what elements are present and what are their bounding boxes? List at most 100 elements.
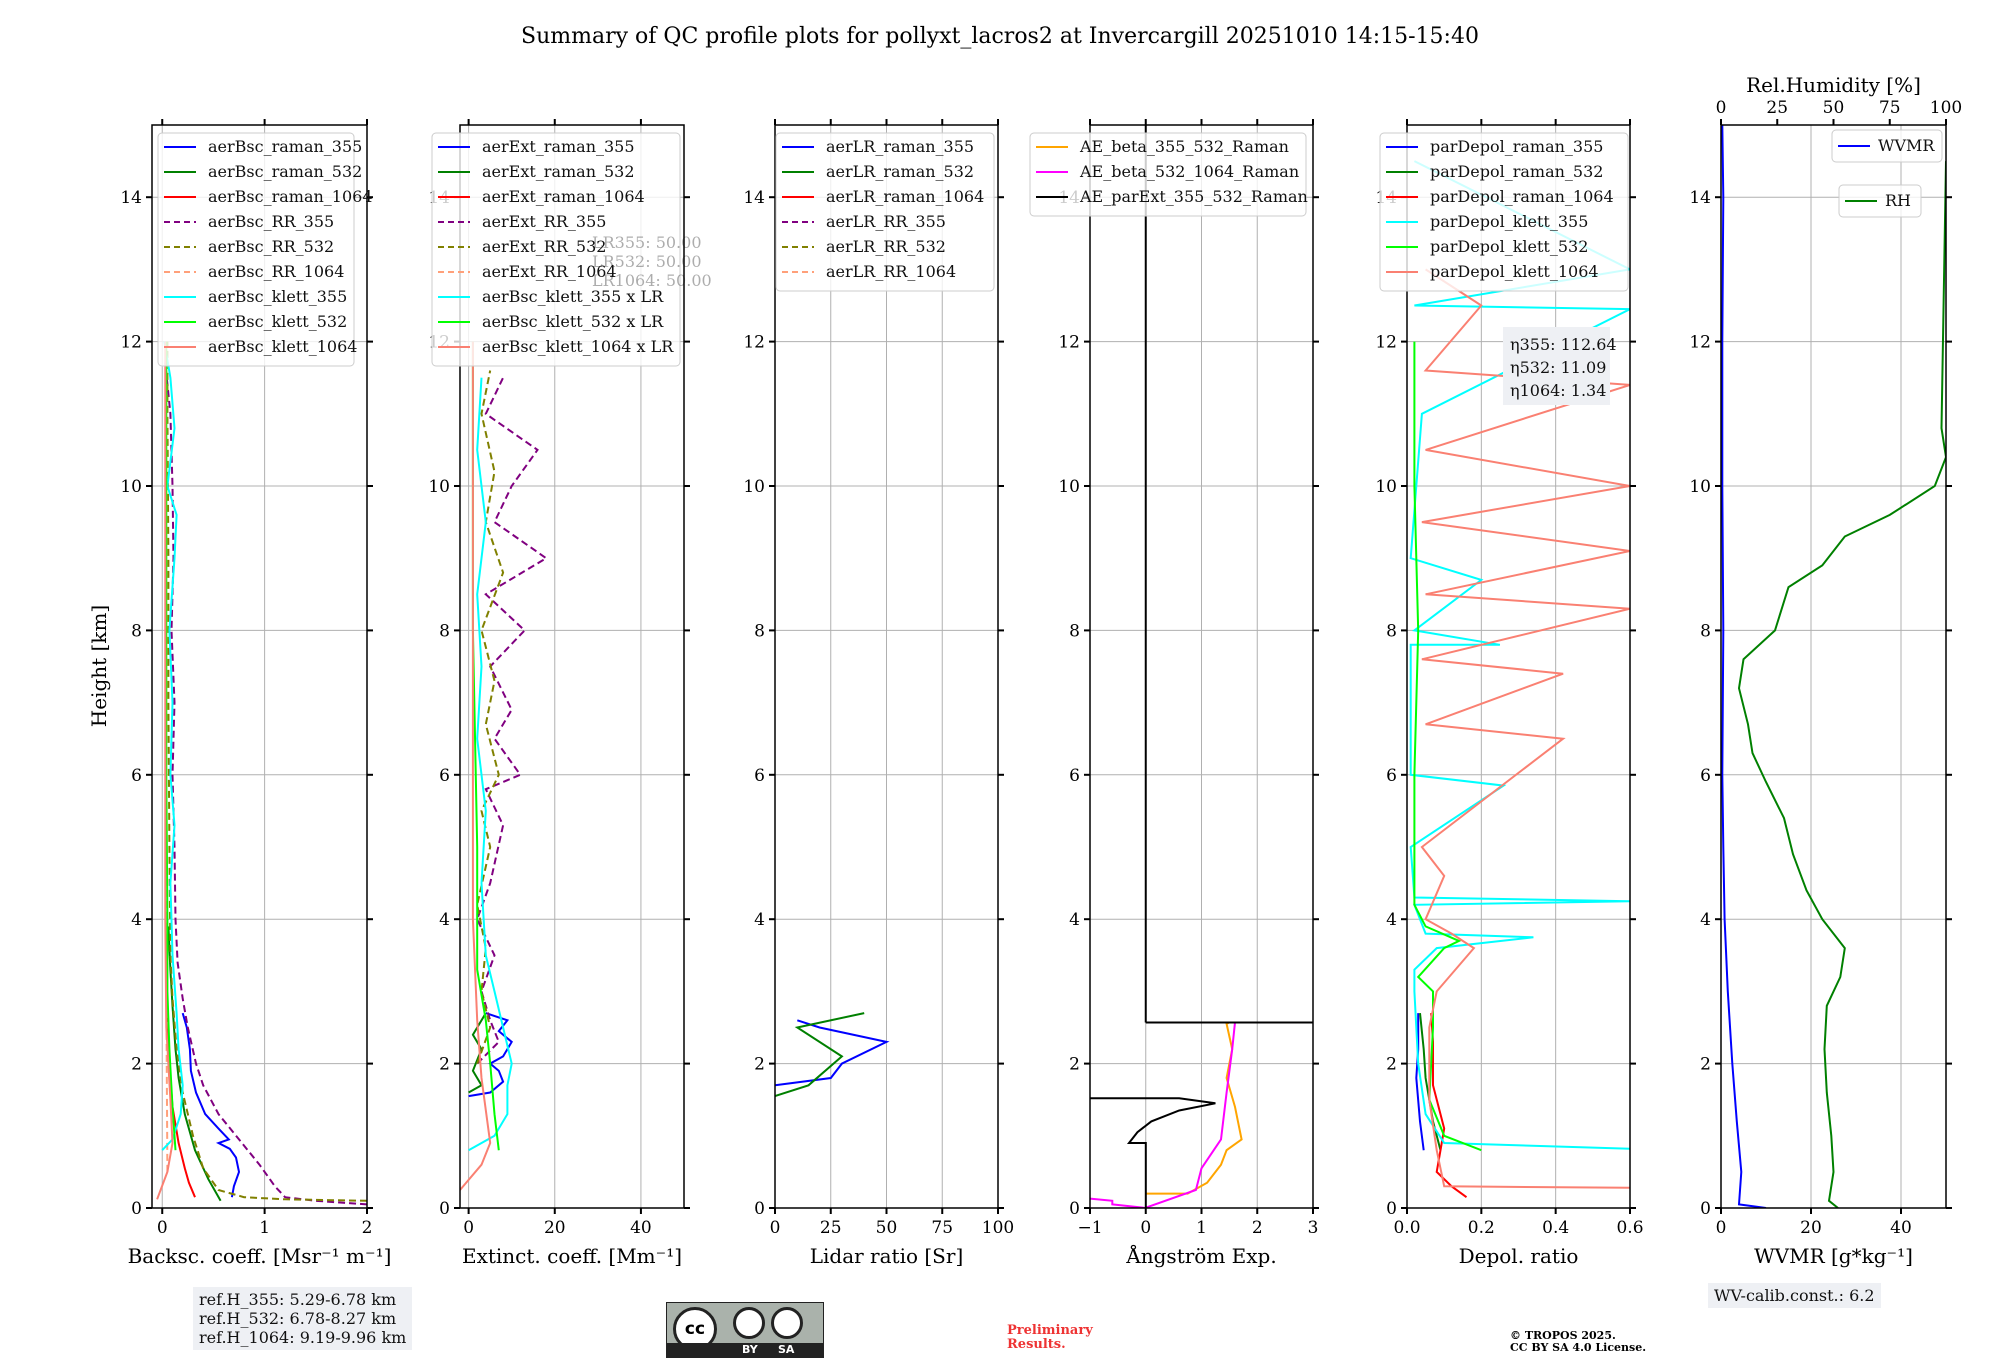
legend-box (1838, 184, 1922, 218)
legend-label: aerBsc_raman_355 (208, 137, 362, 156)
legend-label: parDepol_klett_355 (1430, 212, 1588, 231)
lr-info-line: LR355: 50.00 (592, 233, 702, 252)
legend-box (157, 132, 355, 367)
legend-label: parDepol_raman_532 (1430, 162, 1603, 181)
x-tick-label-top: 50 (1823, 98, 1845, 118)
series-line (1409, 160, 1630, 1150)
x-axis-label: Ångström Exp. (1125, 1243, 1276, 1268)
y-tick-label: 6 (1069, 766, 1080, 786)
series-line (166, 341, 367, 1202)
x-axis-label: Depol. ratio (1459, 1244, 1579, 1268)
panel-depolarization: 0.00.20.40.602468101214Depol. ratioparDe… (1375, 119, 1644, 1268)
y-tick-label: 8 (439, 621, 450, 641)
y-tick-label: 0 (131, 1199, 142, 1219)
series-line (1415, 1013, 1425, 1151)
legend-box (431, 132, 681, 367)
y-tick-label: 6 (439, 766, 450, 786)
axes-frame (1720, 124, 1947, 1209)
x-tick-label: 0 (1716, 1218, 1727, 1238)
y-tick-label: 10 (428, 477, 450, 497)
panel-water_vapor: 0 20 40 0 25 50 75 100 Rel.Humidity [%] 0 2 4 6 8 10 12… (1689, 73, 1962, 1268)
plot-area (460, 341, 549, 1191)
x-tick-label-top: 25 (1766, 98, 1788, 118)
x-tick-label: 2 (362, 1218, 373, 1238)
legend-label: RH (1885, 191, 1911, 210)
x-tick-label: 0 (157, 1218, 168, 1238)
series-line (1090, 1022, 1236, 1208)
share-alike-icon (771, 1307, 803, 1339)
y-tick-label: 12 (1689, 333, 1711, 353)
y-tick-label: 10 (1689, 477, 1711, 497)
x-tick-label: −1 (1077, 1218, 1102, 1238)
y-tick-label: 0 (439, 1199, 450, 1219)
y-tick-label: 2 (1386, 1055, 1397, 1075)
series-line (164, 363, 367, 1206)
x-tick-label: 100 (982, 1218, 1014, 1238)
y-tick-label: 4 (131, 910, 142, 930)
series-line (476, 377, 549, 1065)
legend-label: WVMR (1878, 136, 1935, 155)
axes-frame (1406, 124, 1631, 1209)
legend-box (775, 132, 995, 292)
x-tick-label: 40 (1890, 1218, 1912, 1238)
reference-height-box: ref.H_355: 5.29-6.78 km ref.H_532: 6.78-… (193, 1287, 413, 1350)
y-axis-label: Height [km] (87, 605, 111, 727)
panel-lidar_ratio: 0 25 50 75 100 0 2 4 6 8 10 12 14 Lidar ratio [Sr] aer… (743, 119, 1014, 1268)
legend-label: aerLR_RR_355 (826, 212, 946, 231)
x-tick-label: 0.4 (1542, 1218, 1569, 1238)
legend-label: aerLR_raman_1064 (826, 187, 984, 206)
eta-info-line: η532: 11.09 (1510, 358, 1606, 377)
legend-label: aerExt_raman_532 (482, 162, 635, 181)
legend-label: parDepol_raman_355 (1430, 137, 1603, 156)
legend-label: aerExt_RR_532 (482, 237, 606, 256)
legend-label: aerBsc_RR_532 (208, 237, 334, 256)
legend-label: parDepol_klett_532 (1430, 237, 1588, 256)
series-line (468, 1012, 487, 1094)
x-axis-label: WVMR [g*kg⁻¹] (1754, 1244, 1913, 1268)
x-tick-label: 0 (1140, 1218, 1151, 1238)
series-line (468, 377, 513, 1152)
legend-label: parDepol_klett_1064 (1430, 262, 1599, 281)
legend-label: aerBsc_klett_1064 x LR (482, 337, 674, 356)
x-tick-label: 0.2 (1468, 1218, 1495, 1238)
panel-extinction: 0204002468101214Extinct. coeff. [Mm⁻¹]ae… (428, 119, 712, 1268)
x-axis-label: Lidar ratio [Sr] (810, 1244, 964, 1268)
legend-label: parDepol_raman_1064 (1430, 187, 1614, 206)
legend-label: aerBsc_klett_355 x LR (482, 287, 664, 306)
legend-label: aerLR_RR_1064 (826, 262, 956, 281)
lr-info-line: LR532: 50.00 (592, 252, 702, 271)
x-axis-label: Backsc. coeff. [Msr⁻¹ m⁻¹] (128, 1244, 392, 1268)
legend-label: aerBsc_klett_1064 (208, 337, 357, 356)
y-tick-label: 2 (439, 1055, 450, 1075)
y-tick-label: 10 (743, 477, 765, 497)
y-tick-label: 6 (1386, 766, 1397, 786)
axes-frame (459, 124, 685, 1209)
y-tick-label: 12 (1375, 333, 1397, 353)
x-tick-label-top: 100 (1930, 98, 1962, 118)
y-tick-label: 14 (120, 188, 142, 208)
y-tick-label: 8 (1700, 621, 1711, 641)
attribution-icon (733, 1307, 765, 1339)
y-tick-label: 4 (439, 910, 450, 930)
legend-box (1029, 132, 1307, 217)
preliminary-results-note: Preliminary Results. (1007, 1323, 1093, 1352)
x-tick-label: 3 (1308, 1218, 1319, 1238)
eta-info-line: η1064: 1.34 (1510, 381, 1606, 400)
legend-box (1831, 129, 1943, 163)
y-tick-label: 2 (131, 1055, 142, 1075)
legend-box (1379, 132, 1629, 292)
x-tick-label: 75 (931, 1218, 953, 1238)
y-tick-label: 10 (1375, 477, 1397, 497)
copyright-note: © TROPOS 2025. CC BY SA 4.0 License. (1510, 1329, 1647, 1354)
legend-label: aerBsc_RR_1064 (208, 262, 344, 281)
legend-label: aerBsc_klett_532 (208, 312, 347, 331)
plot-area (775, 1012, 890, 1098)
x-tick-label: 0.0 (1393, 1218, 1420, 1238)
series-line (161, 341, 184, 1151)
series-line (1430, 1013, 1468, 1199)
legend-label: aerBsc_klett_355 (208, 287, 347, 306)
legend-label: AE_beta_532_1064_Raman (1079, 162, 1299, 181)
legend-label: aerBsc_klett_532 x LR (482, 312, 664, 331)
y-tick-label: 2 (1700, 1055, 1711, 1075)
series-line (156, 341, 174, 1200)
